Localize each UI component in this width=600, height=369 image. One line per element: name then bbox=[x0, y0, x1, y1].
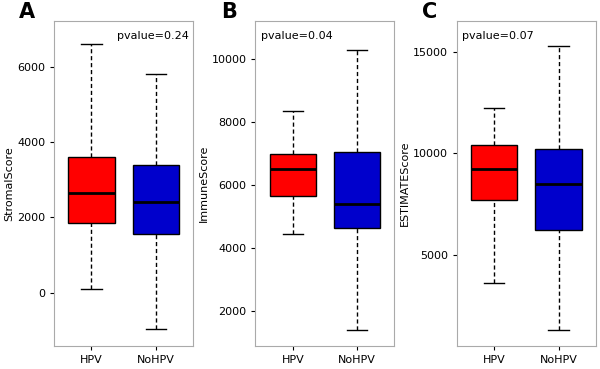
Text: pvalue=0.04: pvalue=0.04 bbox=[261, 31, 333, 41]
Bar bbox=[68, 157, 115, 223]
Text: pvalue=0.07: pvalue=0.07 bbox=[463, 31, 534, 41]
Bar bbox=[471, 145, 517, 200]
Bar bbox=[269, 154, 316, 196]
Text: A: A bbox=[19, 2, 35, 22]
Bar bbox=[133, 165, 179, 234]
Bar bbox=[334, 152, 380, 228]
Y-axis label: StromalScore: StromalScore bbox=[4, 146, 14, 221]
Y-axis label: ESTIMATEScore: ESTIMATEScore bbox=[400, 141, 410, 226]
Text: B: B bbox=[221, 2, 236, 22]
Bar bbox=[535, 149, 581, 230]
Y-axis label: ImmuneScore: ImmuneScore bbox=[199, 145, 209, 222]
Text: pvalue=0.24: pvalue=0.24 bbox=[117, 31, 189, 41]
Text: C: C bbox=[422, 2, 437, 22]
